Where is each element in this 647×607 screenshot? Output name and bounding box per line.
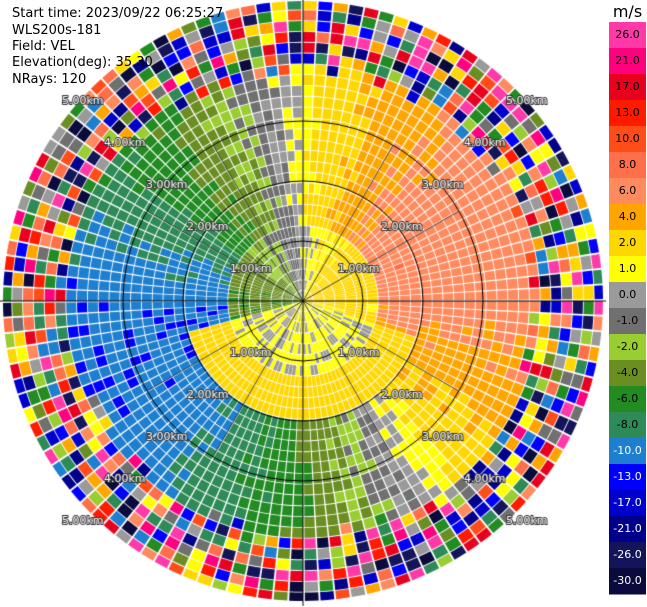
colorbar-swatch [609,204,646,231]
colorbar-tick-label: -4.0 [617,366,638,379]
colorbar-tick-label: 1.0 [619,262,637,275]
colorbar-swatch [609,256,646,283]
colorbar-units-label: m/s [613,2,642,21]
colorbar-tick-label: 2.0 [619,236,637,249]
elevation-label: Elevation(deg): 35.30 [12,55,153,70]
start-time-label: Start time: 2023/09/22 06:25:27 [12,6,224,21]
colorbar-tick-label: -8.0 [617,418,638,431]
colorbar-swatch [609,568,646,595]
colorbar-tick-label: -6.0 [617,392,638,405]
colorbar-tick-label: -17.0 [613,496,641,509]
instrument-label: WLS200s-181 [12,23,102,38]
colorbar-tick-label: 17.0 [615,80,640,93]
colorbar-tick-label: 0.0 [619,288,637,301]
field-label: Field: VEL [12,39,75,54]
nrays-label: NRays: 120 [12,72,87,87]
colorbar-swatch [609,516,646,543]
colorbar-swatch [609,360,646,387]
colorbar-tick-label: 26.0 [615,28,640,41]
colorbar-swatch [609,438,646,465]
colorbar-swatch [609,100,646,127]
colorbar-tick-label: 10.0 [615,132,640,145]
colorbar-swatch [609,464,646,491]
colorbar-swatch [609,230,646,257]
colorbar-tick-label: -13.0 [613,470,641,483]
colorbar-swatch [609,308,646,335]
colorbar-tick-label: -2.0 [617,340,638,353]
colorbar-swatch [609,386,646,413]
colorbar-swatch [609,542,646,569]
colorbar-swatch [609,152,646,179]
colorbar-swatch [609,74,646,101]
colorbar-tick-label: -26.0 [613,548,641,561]
colorbar-swatch [609,22,646,49]
colorbar-tick-label: -21.0 [613,522,641,535]
colorbar-swatch [609,126,646,153]
colorbar-swatch [609,282,646,309]
colorbar-swatch [609,178,646,205]
colorbar-tick-label: -30.0 [613,574,641,587]
colorbar-swatch [609,48,646,75]
colorbar-swatch [609,334,646,361]
colorbar-tick-label: 8.0 [619,158,637,171]
colorbar-tick-label: 6.0 [619,184,637,197]
colorbar-tick-label: -1.0 [617,314,638,327]
colorbar-tick-label: 4.0 [619,210,637,223]
colorbar-tick-label: 21.0 [615,54,640,67]
colorbar-swatch [609,490,646,517]
colorbar-swatch [609,412,646,439]
colorbar-tick-label: -10.0 [613,444,641,457]
colorbar-tick-label: 13.0 [615,106,640,119]
